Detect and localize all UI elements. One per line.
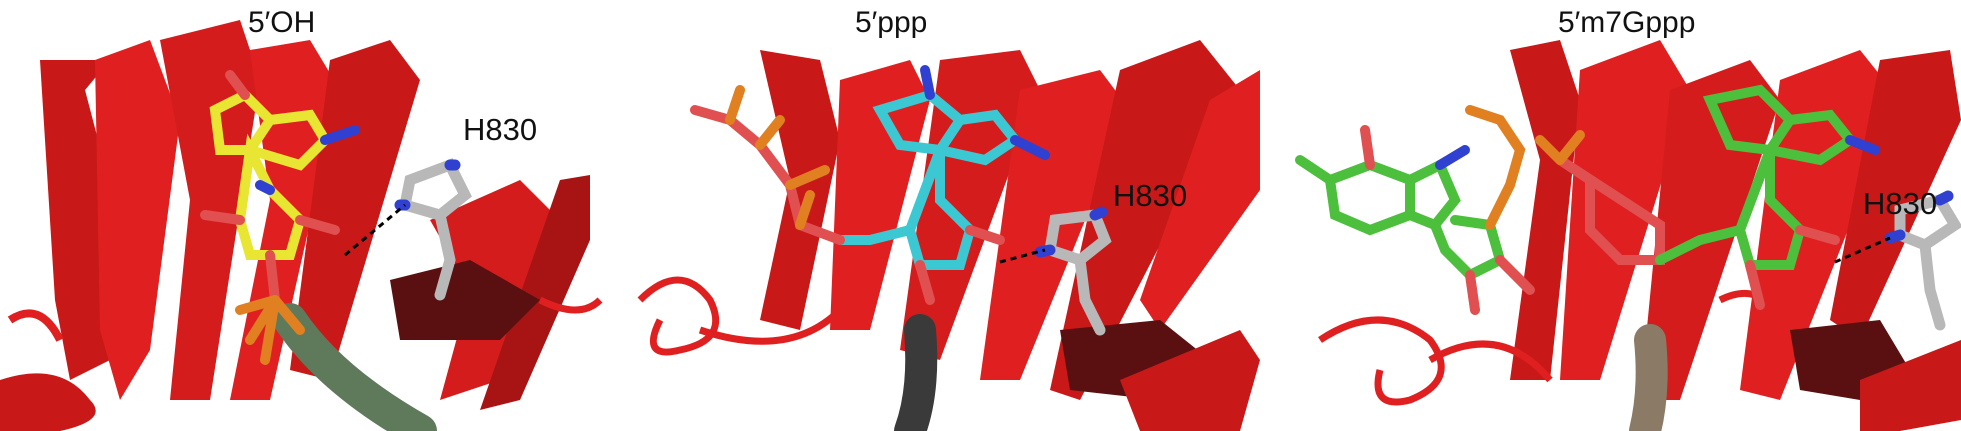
panel-title: 5′OH	[248, 6, 316, 39]
structure-render-5ppp	[637, 40, 1260, 431]
ligand-sticks	[200, 70, 360, 365]
panel-5ppp: 5′ppp H830	[637, 0, 1260, 431]
ligand-sticks	[1295, 84, 1880, 315]
structure-render-5m7gppp	[1295, 40, 1961, 431]
residue-label: H830	[1863, 186, 1938, 221]
panel-title: 5′ppp	[855, 6, 928, 39]
residue-label: H830	[463, 112, 538, 147]
panel-5oh: 5′OH H830	[0, 0, 603, 431]
rna-tube	[1629, 324, 1668, 431]
hydrogen-bond	[999, 248, 1046, 264]
histidine-h830	[1884, 190, 1961, 331]
ligand-sticks	[690, 65, 1050, 305]
rna-tube	[894, 314, 938, 431]
structure-render-5oh	[0, 20, 603, 431]
panel-5m7gppp: 5′m7Gppp H830	[1260, 0, 1961, 431]
protein-ribbon	[0, 20, 603, 431]
hydrogen-bond	[344, 203, 406, 257]
residue-label: H830	[1113, 178, 1188, 213]
panel-title: 5′m7Gppp	[1558, 6, 1696, 39]
